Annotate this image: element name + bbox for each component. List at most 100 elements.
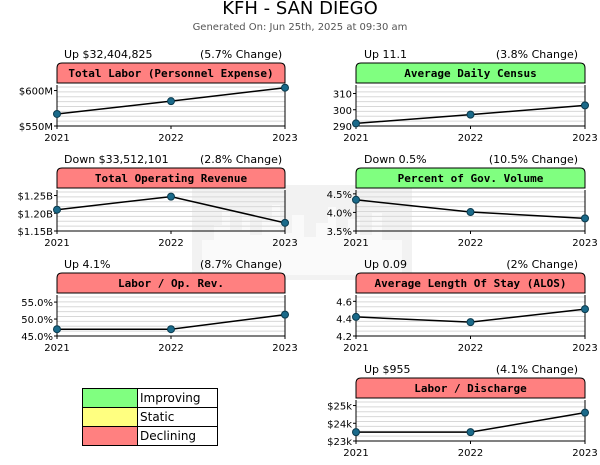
- x-tick-label: 2021: [44, 133, 69, 144]
- chart-title: Total Labor (Personnel Expense): [68, 67, 273, 80]
- data-point: [581, 408, 589, 417]
- page-title: KFH - SAN DIEGO: [222, 0, 378, 19]
- x-tick-label: 2022: [458, 238, 483, 249]
- chart-title-tab: [355, 62, 586, 84]
- x-tick-label: 2021: [44, 343, 69, 354]
- data-point: [466, 318, 475, 327]
- change-percent: (4.1% Change): [495, 363, 578, 376]
- change-text: Up 11.1: [364, 48, 408, 61]
- chart-title: Total Operating Revenue: [95, 172, 248, 185]
- data-point: [581, 305, 589, 314]
- y-tick-label: 4.2: [336, 332, 352, 343]
- legend-label: Improving: [140, 391, 201, 405]
- legend-swatch: [83, 389, 138, 407]
- skyline-watermark: [192, 185, 412, 280]
- change-text: Down $33,512,101: [64, 153, 169, 166]
- chart-title: Average Length Of Stay (ALOS): [374, 277, 566, 290]
- data-point: [352, 119, 360, 128]
- x-tick-label: 2023: [572, 343, 597, 354]
- data-point: [53, 325, 61, 334]
- legend-swatch: [83, 408, 138, 426]
- x-tick-label: 2022: [158, 133, 183, 144]
- legend-item-static: Static: [83, 408, 217, 427]
- x-tick-label: 2022: [158, 238, 183, 249]
- y-tick-label: 290: [333, 122, 352, 133]
- chart-title-tab: [56, 62, 286, 84]
- data-point: [167, 192, 175, 201]
- y-tick-label: $600M: [19, 87, 53, 98]
- chart-title: Percent of Gov. Volume: [398, 172, 544, 185]
- chart-title: Labor / Discharge: [414, 382, 527, 395]
- y-tick-label: 4.6: [336, 297, 352, 308]
- change-text: Up 0.09: [364, 258, 408, 271]
- data-point: [581, 101, 589, 110]
- change-percent: (2% Change): [506, 258, 578, 271]
- change-percent: (10.5% Change): [488, 153, 578, 166]
- x-tick-label: 2021: [343, 448, 368, 459]
- data-point: [53, 205, 61, 214]
- x-tick-label: 2021: [343, 343, 368, 354]
- data-point: [281, 83, 289, 92]
- y-tick-label: 4.0%: [327, 208, 352, 219]
- change-text: Up $32,404,825: [64, 48, 153, 61]
- chart-title-tab: [355, 377, 586, 399]
- change-percent: (3.8% Change): [495, 48, 578, 61]
- chart-title-tab: [355, 272, 586, 294]
- data-point: [281, 310, 289, 319]
- x-tick-label: 2023: [272, 238, 297, 249]
- chart-title: Labor / Op. Rev.: [118, 277, 224, 290]
- y-tick-label: 300: [333, 106, 352, 117]
- legend-item-declining: Declining: [83, 427, 217, 445]
- y-tick-label: $1.25B: [18, 192, 54, 203]
- change-percent: (2.8% Change): [200, 153, 283, 166]
- y-tick-label: $23k: [327, 437, 352, 448]
- y-tick-label: $24k: [327, 419, 352, 430]
- x-tick-label: 2021: [343, 238, 368, 249]
- legend-label: Declining: [140, 429, 197, 443]
- data-point: [167, 97, 175, 106]
- x-tick-label: 2022: [458, 343, 483, 354]
- x-tick-label: 2023: [272, 133, 297, 144]
- change-text: Up $955: [364, 363, 411, 376]
- data-point: [466, 208, 475, 217]
- data-point: [352, 312, 360, 321]
- chart-title-tab: [56, 167, 286, 189]
- x-tick-label: 2023: [572, 238, 597, 249]
- y-tick-label: 310: [333, 90, 352, 101]
- data-point: [281, 218, 289, 227]
- change-text: Down 0.5%: [364, 153, 427, 166]
- y-tick-label: 55.0%: [21, 298, 53, 309]
- x-tick-label: 2023: [572, 133, 597, 144]
- data-point: [466, 428, 475, 437]
- data-point: [352, 195, 360, 204]
- x-tick-label: 2023: [572, 448, 597, 459]
- change-text: Up 4.1%: [64, 258, 111, 271]
- y-tick-label: 4.4: [336, 315, 352, 326]
- x-tick-label: 2021: [44, 238, 69, 249]
- x-tick-label: 2021: [343, 133, 368, 144]
- x-tick-label: 2022: [458, 133, 483, 144]
- y-tick-label: $1.15B: [18, 227, 54, 238]
- data-point: [167, 325, 175, 334]
- x-tick-label: 2022: [158, 343, 183, 354]
- y-tick-label: 45.0%: [21, 332, 53, 343]
- y-tick-label: 3.5%: [327, 227, 352, 238]
- data-point: [466, 110, 475, 119]
- change-percent: (8.7% Change): [200, 258, 283, 271]
- x-tick-label: 2022: [458, 448, 483, 459]
- legend-label: Static: [140, 410, 175, 424]
- data-point: [581, 214, 589, 223]
- x-tick-label: 2023: [272, 343, 297, 354]
- y-tick-label: 50.0%: [21, 315, 53, 326]
- data-point: [352, 428, 360, 437]
- change-percent: (5.7% Change): [200, 48, 283, 61]
- legend-swatch: [83, 427, 138, 445]
- y-tick-label: $1.20B: [18, 209, 54, 220]
